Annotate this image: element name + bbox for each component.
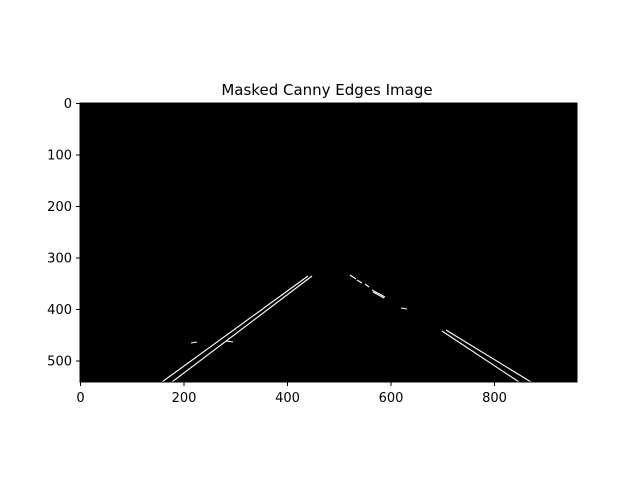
edge-lines — [161, 274, 532, 383]
left-lane-edge-inner — [171, 275, 313, 383]
x-tick-labels: 0 200 400 600 800 — [76, 391, 507, 406]
x-tick-label: 200 — [172, 391, 197, 406]
left-lane-edge-outer — [161, 275, 309, 383]
left-edge-blob-2 — [225, 340, 234, 343]
plot-title: Masked Canny Edges Image — [221, 81, 432, 99]
x-tick-label: 0 — [76, 391, 84, 406]
y-tick-label: 0 — [64, 97, 72, 112]
y-tick-label: 300 — [47, 252, 72, 267]
x-tick-label: 800 — [482, 391, 507, 406]
center-edge-dash — [356, 279, 363, 284]
right-lane-edge-outer — [441, 330, 520, 383]
image-panel — [79, 102, 578, 383]
image-frame — [79, 102, 578, 383]
left-edge-blob — [190, 341, 198, 344]
y-tick-labels: 0 100 200 300 400 500 — [47, 97, 72, 370]
y-tick-label: 200 — [47, 200, 72, 215]
y-tick-label: 400 — [47, 303, 72, 318]
center-edge-dash — [372, 291, 385, 299]
center-edge-dash — [400, 307, 408, 310]
y-tick-label: 100 — [47, 149, 72, 164]
image-background — [80, 103, 577, 382]
x-axis — [80, 382, 495, 386]
center-edge-dash — [371, 289, 386, 298]
center-edge-dash — [349, 274, 357, 280]
y-axis — [76, 103, 80, 362]
center-edge-dash — [364, 283, 370, 288]
y-tick-label: 500 — [47, 355, 72, 370]
x-tick-label: 400 — [275, 391, 300, 406]
x-tick-label: 600 — [379, 391, 404, 406]
right-lane-edge-inner — [445, 329, 532, 383]
